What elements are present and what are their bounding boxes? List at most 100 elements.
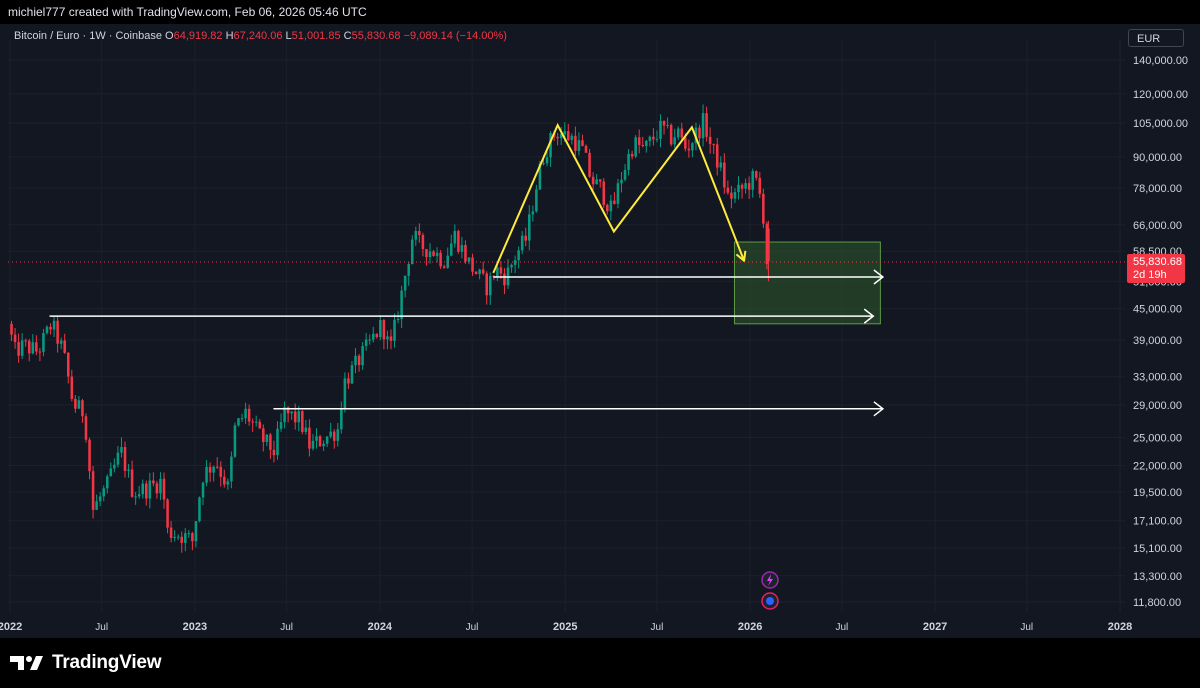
time-tick-label: 2024 [368,621,393,633]
last-candle-body [767,228,770,262]
candle-body [439,252,442,267]
candle-body [762,193,765,224]
candle-body [276,428,279,456]
candle-body [343,378,347,410]
attribution-bar: michiel777 created with TradingView.com,… [0,0,1200,24]
candle-body [159,478,162,494]
candle-body [191,533,194,542]
candle-body [396,318,400,320]
candle-body [332,431,336,441]
candle-body [481,269,485,274]
candle-body [212,466,215,473]
price-tick-label: 78,000.00 [1133,183,1182,195]
level-arrow-head [873,269,885,285]
candle-body [81,400,84,417]
candle-body [155,483,159,494]
price-tick-label: 105,000.00 [1133,118,1188,130]
open-value: 64,919.82 [173,30,223,42]
candle-body [588,152,591,177]
currency-selector[interactable]: EUR [1128,29,1184,47]
candle-body [524,235,528,241]
price-tick-label: 45,000.00 [1133,304,1182,316]
candle-body [684,137,687,149]
candle-body [517,250,520,261]
candle-body [84,416,88,440]
candle-body [747,183,751,190]
candle-body [109,468,113,477]
candle-body [27,340,31,354]
candle-body [662,120,666,126]
candle-body [357,355,361,366]
footer-bar [0,638,1200,688]
candle-body [311,440,315,449]
level-arrow-head [863,308,875,324]
candle-body [432,251,435,256]
candle-body [754,171,758,178]
candle-body [322,443,325,447]
candle-body [98,496,102,502]
candle-body [460,244,464,252]
candle-body [712,143,715,145]
candle-body [329,431,332,437]
candle-body [368,339,371,341]
candle-body [676,128,680,138]
candle-body [414,231,418,240]
candle-body [308,427,311,449]
dividend-glyph-icon [766,597,774,605]
candle-body [627,153,630,170]
candle-body [49,326,52,330]
candle-body [606,204,609,212]
candle-body [457,230,460,252]
candle-body [198,497,201,522]
price-tick-label: 66,000.00 [1133,220,1182,232]
time-axis: 2022 Jul 2023 Jul 2024 Jul 2025 Jul 2026 Jul 2027 J… [0,621,1132,633]
low-label: L [285,30,292,42]
attribution-text: michiel777 created with TradingView.com,… [8,5,367,19]
candle-body [467,257,471,262]
candle-body [347,378,350,384]
chart-frame[interactable] [0,24,1200,638]
candle-body [105,476,109,489]
candle-body [556,136,559,139]
candle-body [471,257,474,272]
candle-body [584,145,588,153]
candle-body [659,120,662,139]
candle-body [740,184,744,189]
candle-body [272,449,276,456]
candle-body [421,234,425,250]
price-axis: 140,000.00 120,000.00 105,000.00 90,000.00 7… [1133,55,1188,609]
candle-body [641,145,645,147]
candle-body [726,187,730,193]
candle-body [567,131,570,141]
candle-body [187,533,191,535]
price-tick-label: 25,000.00 [1133,432,1182,444]
candle-body [52,320,56,330]
candle-body [751,171,754,190]
time-tick-label: 2025 [553,621,577,633]
candle-body [194,521,198,542]
candle-body [449,243,453,256]
candle-body [265,434,269,443]
candle-body [134,496,137,498]
candle-body [744,183,747,189]
candle-body [630,153,634,157]
candle-body [35,342,38,352]
candle-body [499,267,503,274]
tradingview-logo[interactable]: TradingView [10,651,162,675]
candle-body [293,411,297,423]
candle-body [215,466,219,468]
double-top-arrow-head [735,250,747,263]
candle-body [205,466,208,483]
candle-body [262,428,265,443]
candle-body [655,138,659,140]
candle-body [410,239,414,265]
candle-body [237,418,240,426]
candle-body [116,452,120,465]
candle-body [137,494,141,497]
price-tick-label: 22,000.00 [1133,461,1182,473]
candle-body [233,425,237,457]
time-tick-label: Jul [835,622,848,633]
candles-layer [10,104,770,553]
event-icons[interactable] [761,571,779,610]
